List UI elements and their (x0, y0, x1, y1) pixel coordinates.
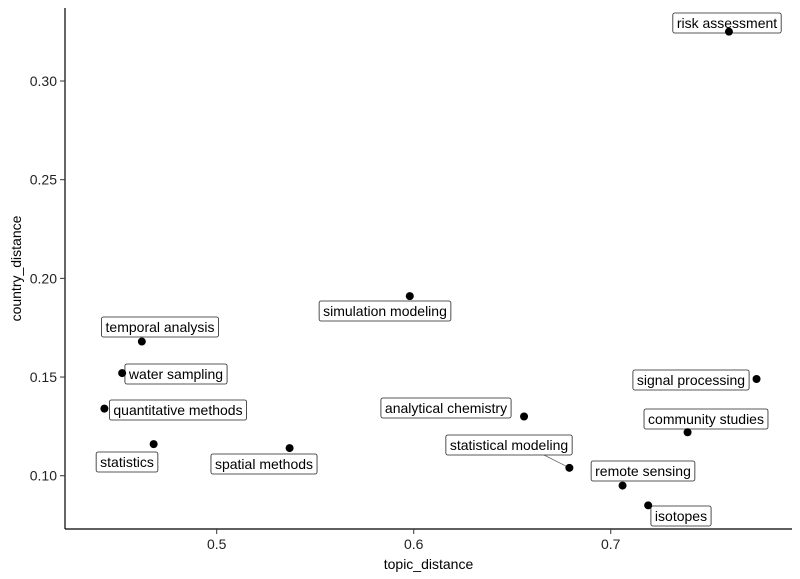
point-labels: risk assessment simulation modeling tempor… (95, 12, 782, 527)
x-tick-label: 0.7 (601, 536, 621, 552)
label-box (643, 408, 769, 430)
data-point (405, 292, 414, 301)
point-label: spatial methods (210, 453, 318, 475)
point-label: statistics (95, 451, 159, 473)
label-box (650, 505, 712, 527)
label-box (590, 460, 696, 482)
label-text: temporal analysis (106, 319, 215, 335)
point-label: signal processing (632, 369, 750, 391)
y-tick-label: 0.20 (30, 270, 57, 286)
data-point (618, 481, 627, 490)
data-point (137, 337, 146, 346)
data-point (565, 463, 574, 472)
x-tick-label: 0.5 (207, 536, 227, 552)
label-leader-line (543, 454, 570, 469)
label-text: risk assessment (677, 15, 777, 31)
data-point (149, 440, 158, 449)
label-text: community studies (648, 411, 764, 427)
data-point (683, 428, 692, 437)
label-text: quantitative methods (113, 402, 242, 418)
data-point (520, 412, 529, 421)
y-tick-label: 0.30 (30, 73, 57, 89)
label-text: remote sensing (595, 463, 691, 479)
point-label: water sampling (124, 363, 228, 385)
data-point (285, 444, 294, 453)
point-label: temporal analysis (101, 316, 219, 338)
y-tick-label: 0.15 (30, 369, 57, 385)
point-label: isotopes (650, 505, 712, 527)
label-text: spatial methods (215, 456, 313, 472)
label-box (380, 397, 512, 419)
point-label: community studies (643, 408, 769, 430)
data-point (100, 404, 109, 413)
point-label: statistical modeling (445, 434, 573, 456)
y-axis-title: country_distance (8, 215, 24, 321)
label-text: simulation modeling (323, 303, 447, 319)
point-label: analytical chemistry (380, 397, 512, 419)
label-box (95, 451, 159, 473)
point-label: risk assessment (672, 12, 782, 34)
label-text: signal processing (637, 372, 745, 388)
point-label: quantitative methods (108, 399, 248, 421)
label-text: statistics (100, 454, 154, 470)
data-point (752, 375, 761, 384)
data-points (100, 27, 761, 510)
label-text: analytical chemistry (385, 400, 507, 416)
label-box (632, 369, 750, 391)
x-axis-title: topic_distance (384, 556, 474, 572)
data-point (118, 369, 127, 378)
y-tick-label: 0.10 (30, 468, 57, 484)
point-label: simulation modeling (318, 300, 452, 322)
x-tick-label: 0.6 (404, 536, 424, 552)
label-box (445, 434, 573, 456)
label-text: water sampling (128, 366, 223, 382)
axes: 0.5 0.6 0.7 0.10 0.15 0.20 0.25 0.30 (30, 8, 792, 552)
data-point (644, 501, 653, 510)
label-text: isotopes (655, 508, 707, 524)
label-box (318, 300, 452, 322)
label-box (108, 399, 248, 421)
label-text: statistical modeling (450, 437, 568, 453)
point-label: remote sensing (590, 460, 696, 482)
data-point (724, 27, 733, 36)
label-box (101, 316, 219, 338)
y-tick-label: 0.25 (30, 172, 57, 188)
label-box (210, 453, 318, 475)
